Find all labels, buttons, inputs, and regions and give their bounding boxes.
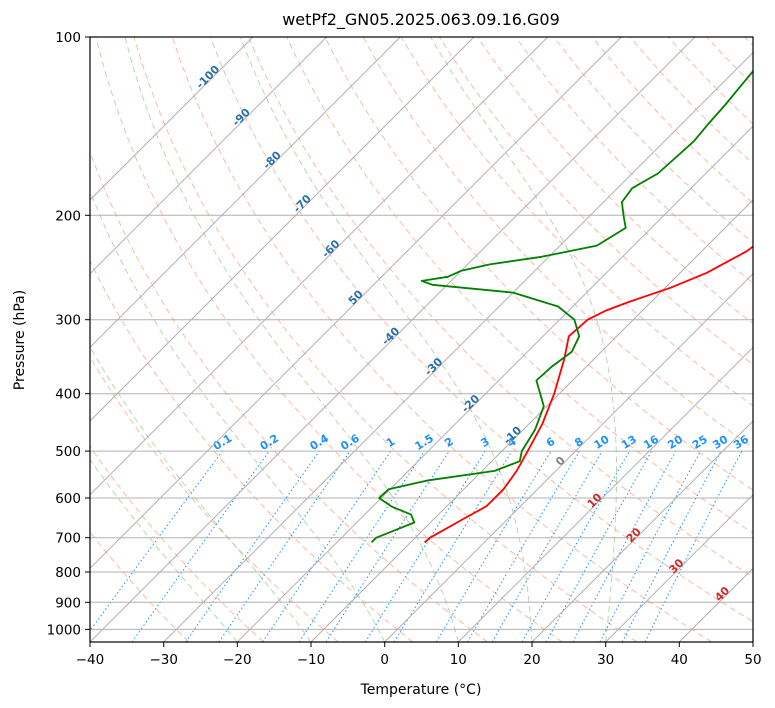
- mixing-ratio-line: [393, 450, 513, 642]
- y-tick-label: 1000: [47, 622, 81, 638]
- dry-adiabat-line: [133, 37, 638, 642]
- dry-adiabat-line: [629, 37, 753, 165]
- y-tick-label: 500: [55, 444, 81, 460]
- isobar-gridlines: [90, 37, 753, 630]
- isotherm-line: [236, 125, 753, 642]
- dry-adiabat-line: [515, 37, 753, 284]
- x-tick-label: 40: [671, 652, 688, 668]
- y-tick-label: 900: [55, 595, 81, 611]
- isotherm-line: [90, 37, 696, 642]
- isotherm-line: [605, 493, 753, 642]
- y-tick-label: 700: [55, 531, 81, 547]
- x-tick-label: 10: [450, 652, 467, 668]
- x-axis: −40 −30 −20 −10 0 10 20 30 40 50: [76, 642, 762, 668]
- moist-adiabat-line: [430, 37, 617, 642]
- y-tick-label: 600: [55, 491, 81, 507]
- y-tick-label: 100: [55, 30, 81, 46]
- mixing-ratio-line: [572, 450, 677, 642]
- mixing-ratio-line: [491, 450, 603, 642]
- dry-adiabat-line: [171, 37, 712, 642]
- plot-frame: [89, 36, 754, 643]
- y-tick-label: 200: [55, 208, 81, 224]
- x-tick-label: 50: [744, 652, 761, 668]
- mixing-ratio-line: [185, 450, 320, 642]
- x-tick-label: −30: [149, 652, 178, 668]
- dry-adiabat-line: [324, 37, 753, 491]
- y-axis-label: Pressure (hPa): [12, 290, 28, 390]
- x-tick-label: 0: [380, 652, 389, 668]
- chart-title: wetPf2_GN05.2025.063.09.16.G09: [282, 10, 560, 30]
- mixing-ratio-line: [364, 450, 486, 642]
- y-tick-label: 300: [55, 313, 81, 329]
- isotherm-line: [384, 272, 753, 642]
- dry-adiabat-line: [90, 259, 414, 642]
- dry-adiabat-line: [400, 37, 753, 407]
- mixing-ratio-line: [218, 450, 351, 642]
- y-axis: 100 200 300 400 500 600 700 800 900 1000: [47, 30, 90, 638]
- mixing-ratio-line: [325, 450, 450, 642]
- mixing-ratio-line: [435, 450, 552, 642]
- dry-adiabat-line: [248, 37, 753, 578]
- mixing-ratio-line: [131, 450, 270, 642]
- dry-adiabat-line: [95, 37, 563, 642]
- dewpoint-line: [370, 69, 753, 544]
- moist-adiabat-line: [90, 189, 386, 642]
- isotherm-line: [90, 37, 549, 496]
- temperature-line: [424, 245, 753, 544]
- x-axis-label: Temperature (°C): [360, 682, 482, 698]
- isotherm-line: [457, 346, 753, 642]
- moist-adiabat-line: [90, 458, 238, 642]
- dry-adiabat-line: [210, 37, 753, 623]
- isotherm-line: [90, 37, 254, 201]
- isotherm-line: [90, 37, 328, 275]
- dry-adiabat-line: [477, 37, 753, 325]
- y-tick-label: 400: [55, 387, 81, 403]
- mixing-ratio-line: [90, 450, 223, 632]
- x-tick-label: −40: [76, 652, 105, 668]
- isotherm-line: [531, 420, 753, 642]
- moist-adiabat-line: [124, 37, 459, 642]
- x-tick-label: 20: [523, 652, 540, 668]
- x-tick-label: −10: [297, 652, 326, 668]
- y-tick-label: 800: [55, 565, 81, 581]
- moist-adiabat-line: [239, 37, 533, 642]
- mixing-ratio-line: [467, 450, 580, 642]
- x-tick-label: −20: [223, 652, 252, 668]
- plot-background: [90, 37, 753, 642]
- isotherm-line: [90, 37, 475, 422]
- isotherm-line: [310, 199, 753, 642]
- x-tick-label: 30: [597, 652, 614, 668]
- profile-series: [370, 69, 753, 544]
- skewed-isotherms: [90, 37, 753, 642]
- isotherm-line: [90, 37, 401, 349]
- isotherm-line: [163, 51, 753, 642]
- dry-adiabat-line: [591, 37, 753, 204]
- mixing-ratio-line: [521, 450, 630, 642]
- dry-adiabat-line: [90, 445, 264, 642]
- isotherm-line: [90, 37, 622, 570]
- isotherm-line: [752, 641, 753, 642]
